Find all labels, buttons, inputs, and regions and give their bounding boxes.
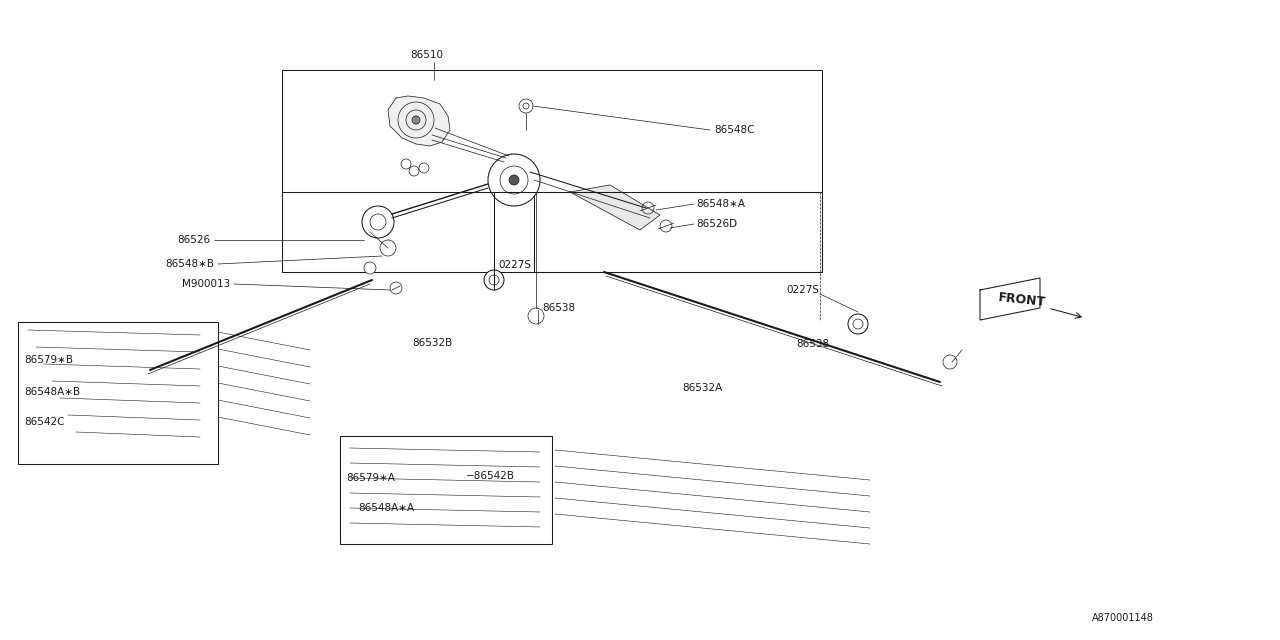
Text: 86548∗B: 86548∗B (165, 259, 214, 269)
Text: M900013: M900013 (182, 279, 230, 289)
Text: 0227S: 0227S (786, 285, 819, 295)
Text: 86579∗A: 86579∗A (346, 473, 396, 483)
Circle shape (488, 154, 540, 206)
Text: 86579∗B: 86579∗B (24, 355, 73, 365)
Text: A870001148: A870001148 (1092, 613, 1153, 623)
Text: 86532A: 86532A (682, 383, 722, 393)
Circle shape (484, 270, 504, 290)
Polygon shape (388, 96, 451, 146)
Text: 86526D: 86526D (696, 219, 737, 229)
Circle shape (529, 308, 544, 324)
Text: 86510: 86510 (410, 50, 443, 60)
Circle shape (509, 175, 518, 185)
Bar (282, 70, 822, 272)
Text: 86548∗A: 86548∗A (696, 199, 745, 209)
Bar (18, 322, 218, 464)
Text: −86542B: −86542B (466, 471, 515, 481)
Circle shape (380, 240, 396, 256)
Circle shape (849, 314, 868, 334)
Circle shape (364, 262, 376, 274)
Polygon shape (980, 278, 1039, 320)
Text: 86548A∗A: 86548A∗A (358, 503, 415, 513)
Circle shape (362, 206, 394, 238)
Text: 86538: 86538 (796, 339, 829, 349)
Text: 86548C: 86548C (714, 125, 754, 135)
Text: 86548A∗B: 86548A∗B (24, 387, 81, 397)
Text: 0227S: 0227S (498, 260, 531, 270)
Text: 86532B: 86532B (412, 338, 452, 348)
Bar (340, 436, 552, 544)
Bar (534, 192, 822, 272)
Text: 86526: 86526 (177, 235, 210, 245)
Text: 86538: 86538 (541, 303, 575, 313)
Circle shape (412, 116, 420, 124)
Text: 86542C: 86542C (24, 417, 64, 427)
Text: FRONT: FRONT (998, 291, 1047, 309)
Circle shape (943, 355, 957, 369)
Polygon shape (570, 185, 660, 230)
